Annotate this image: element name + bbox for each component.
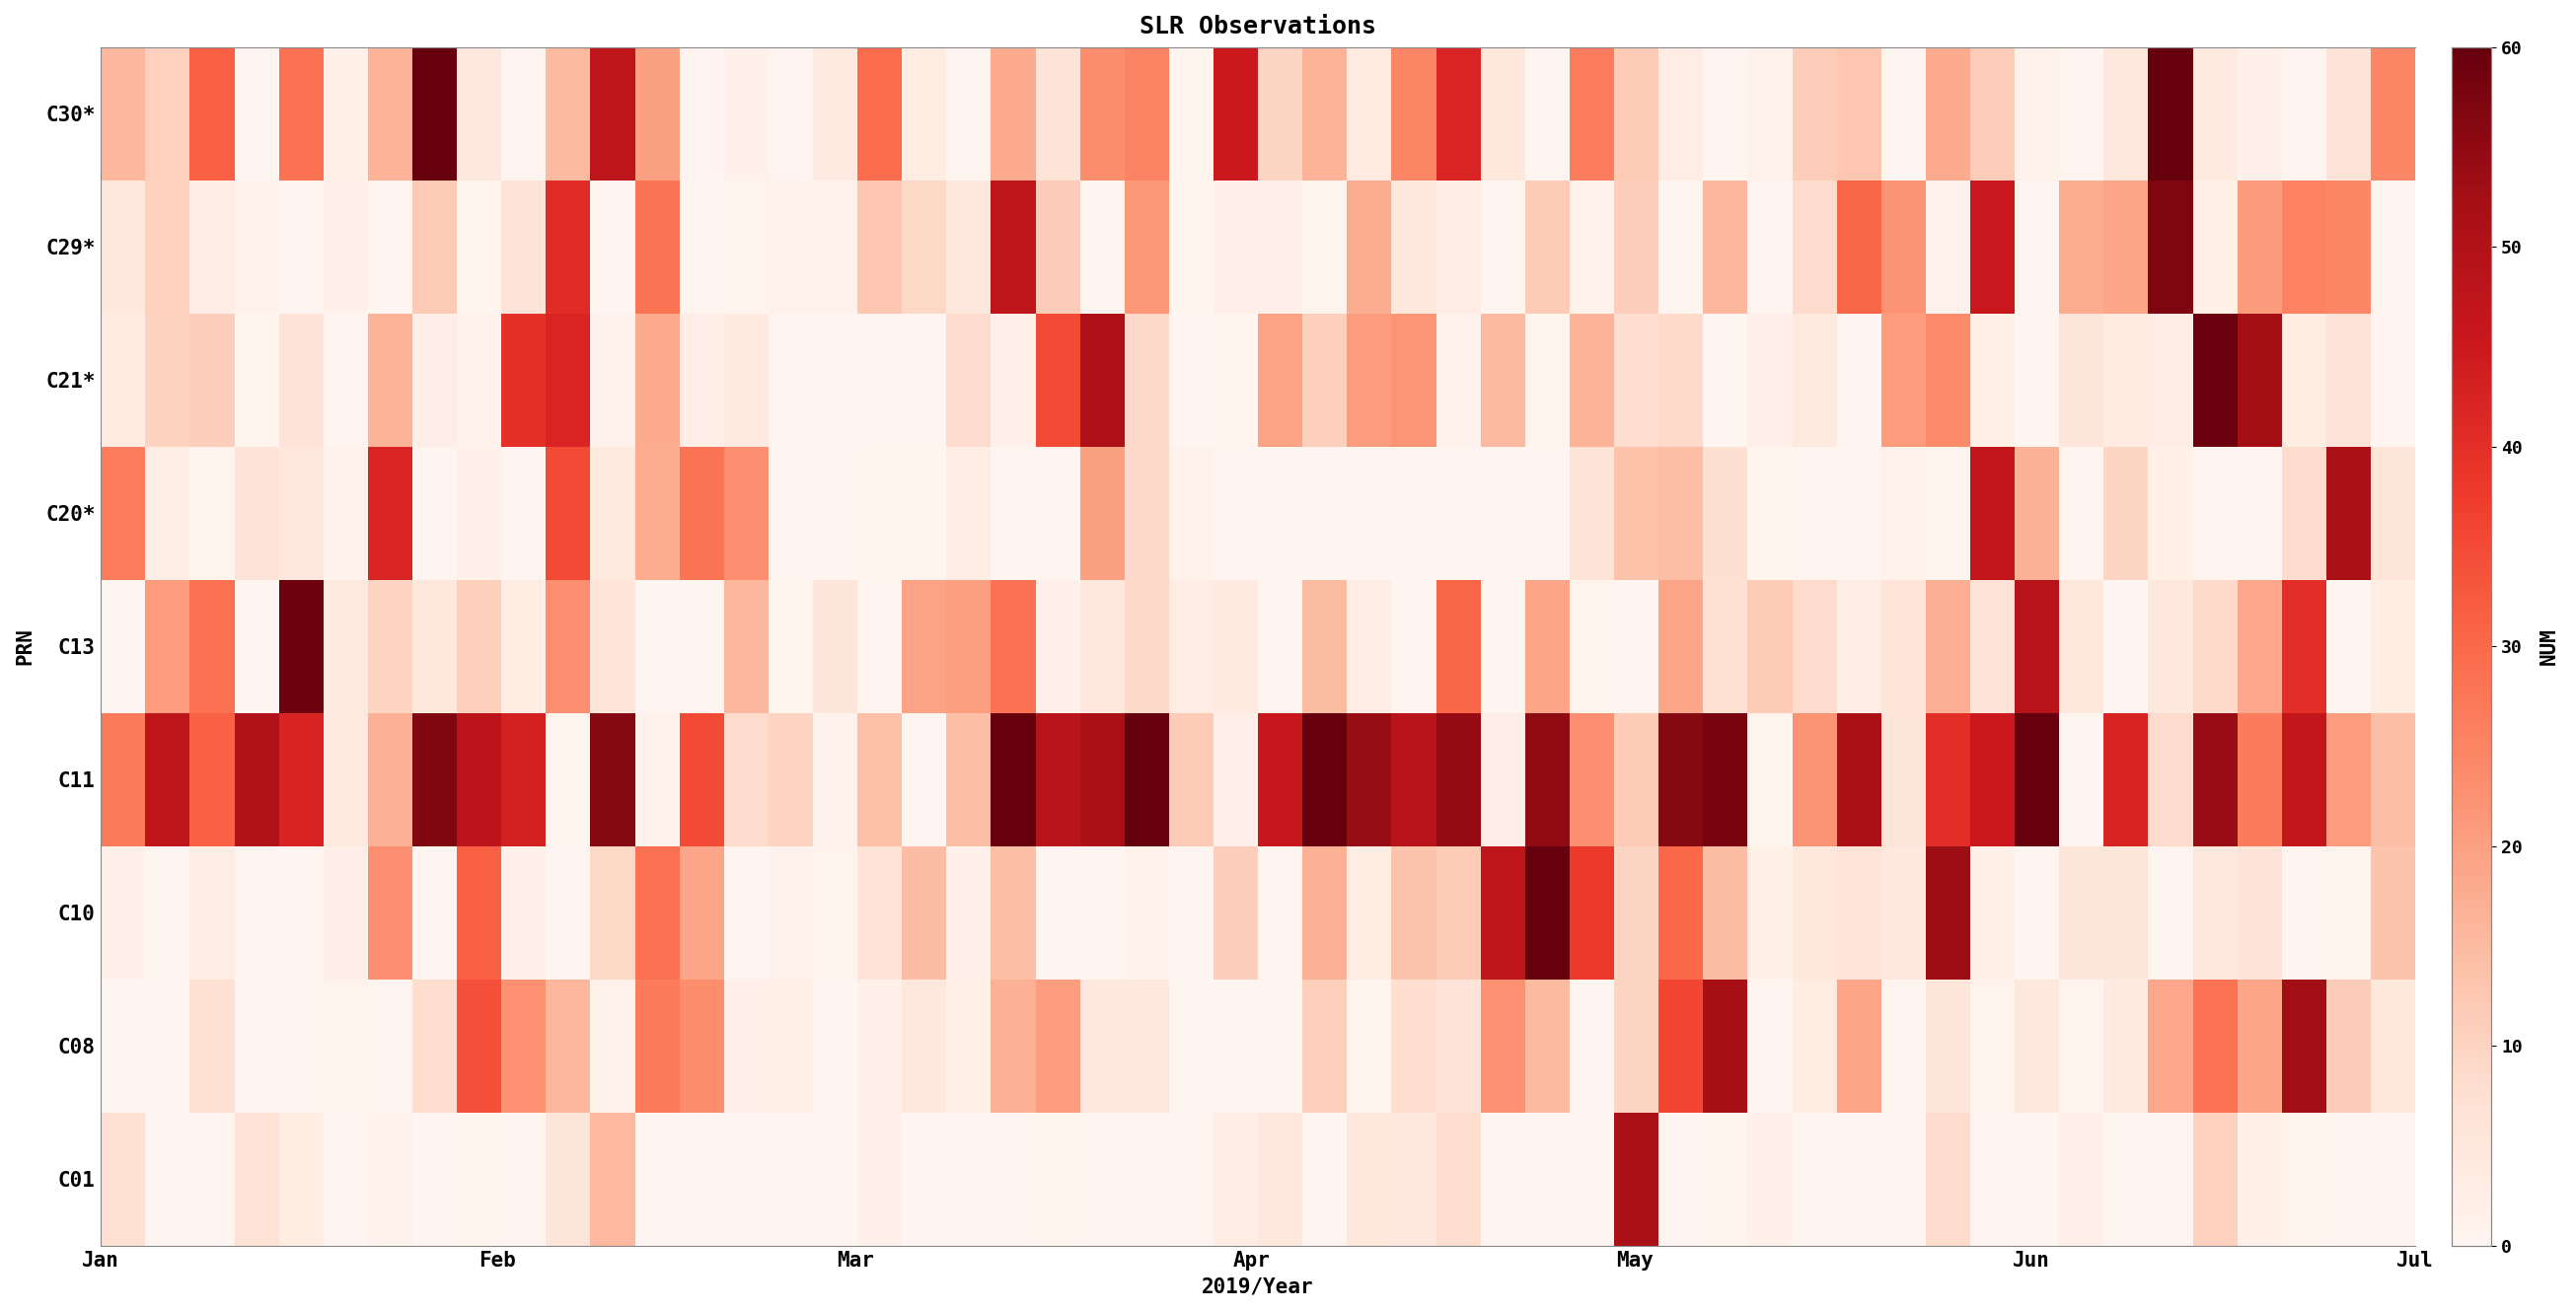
- Y-axis label: PRN: PRN: [15, 628, 33, 665]
- X-axis label: 2019/Year: 2019/Year: [1203, 1277, 1314, 1297]
- Title: SLR Observations: SLR Observations: [1139, 14, 1376, 38]
- Y-axis label: NUM: NUM: [2540, 628, 2558, 665]
